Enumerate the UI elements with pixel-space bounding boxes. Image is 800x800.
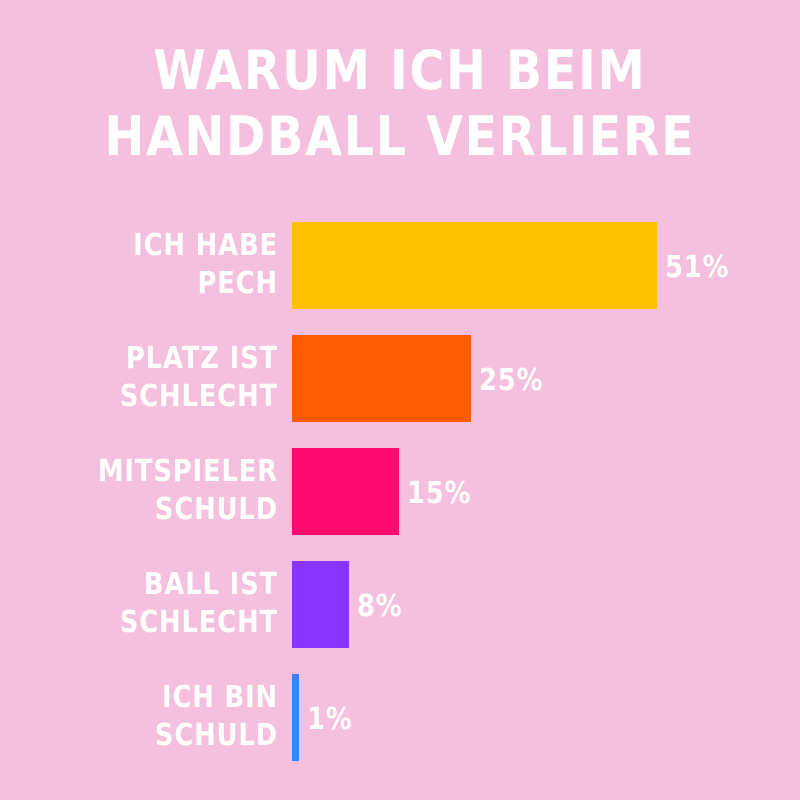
value-label: 51% xyxy=(665,250,730,285)
category-label-line: PECH xyxy=(197,266,278,301)
bar xyxy=(292,674,299,761)
bar xyxy=(292,561,349,648)
value-label: 25% xyxy=(479,363,544,398)
chart-title: WARUM ICH BEIM HANDBALL VERLIERE xyxy=(48,38,752,170)
category-label-line: SCHULD xyxy=(154,492,278,527)
value-label: 8% xyxy=(357,589,403,624)
category-label-line: ICH HABE xyxy=(133,228,278,263)
value-label: 15% xyxy=(407,476,472,511)
category-label: MITSPIELER SCHULD xyxy=(54,453,278,529)
chart-title-line-1: WARUM ICH BEIM xyxy=(153,39,647,102)
category-label: ICH HABE PECH xyxy=(54,227,278,303)
chart-title-line-2: HANDBALL VERLIERE xyxy=(104,105,696,168)
category-label-line: ICH BIN xyxy=(162,680,278,715)
category-label-line: BALL IST xyxy=(143,567,278,602)
category-label-line: SCHLECHT xyxy=(119,379,278,414)
category-label: BALL IST SCHLECHT xyxy=(54,566,278,642)
bar xyxy=(292,448,399,535)
category-label-line: PLATZ IST xyxy=(125,341,278,376)
category-label-line: SCHULD xyxy=(154,718,278,753)
bar xyxy=(292,222,657,309)
category-label: ICH BIN SCHULD xyxy=(54,679,278,755)
bar xyxy=(292,335,471,422)
category-label-line: MITSPIELER xyxy=(97,454,279,489)
category-label: PLATZ IST SCHLECHT xyxy=(54,340,278,416)
category-label-line: SCHLECHT xyxy=(119,605,278,640)
value-label: 1% xyxy=(307,702,353,737)
